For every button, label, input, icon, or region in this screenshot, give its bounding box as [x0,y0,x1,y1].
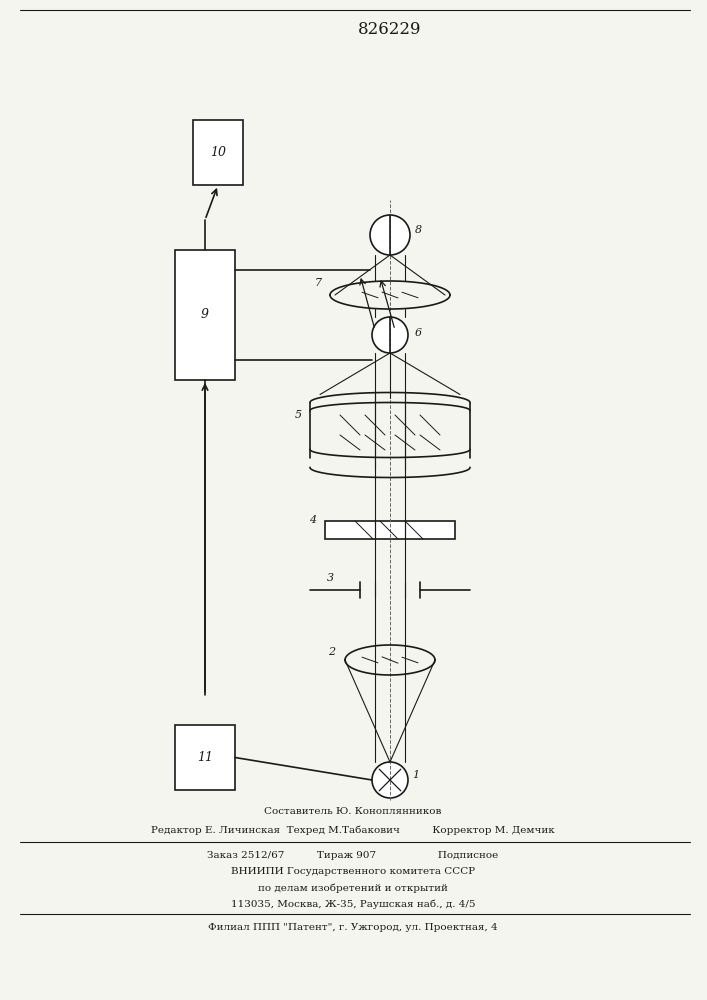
Text: Редактор Е. Личинская  Техред М.Табакович          Корректор М. Демчик: Редактор Е. Личинская Техред М.Табакович… [151,825,555,835]
Text: ВНИИПИ Государственного комитета СССР: ВНИИПИ Государственного комитета СССР [231,867,475,876]
Text: 5: 5 [294,410,302,420]
Text: 11: 11 [197,751,213,764]
Text: 2: 2 [328,647,335,657]
Text: 9: 9 [201,308,209,322]
Circle shape [370,215,410,255]
Text: 3: 3 [327,573,334,583]
Circle shape [372,762,408,798]
Text: 1: 1 [412,770,419,780]
Circle shape [372,317,408,353]
Text: 6: 6 [414,328,421,338]
Text: 4: 4 [310,515,317,525]
Text: 7: 7 [315,278,322,288]
Text: 8: 8 [414,225,421,235]
Text: 113035, Москва, Ж-35, Раушская наб., д. 4/5: 113035, Москва, Ж-35, Раушская наб., д. … [230,899,475,909]
Bar [175,725,235,790]
Text: 10: 10 [210,146,226,159]
Text: по делам изобретений и открытий: по делам изобретений и открытий [258,883,448,893]
Text: Заказ 2512/67          Тираж 907                   Подписное: Заказ 2512/67 Тираж 907 Подписное [207,852,498,860]
Bar [175,250,235,380]
Text: Филиал ППП "Патент", г. Ужгород, ул. Проектная, 4: Филиал ППП "Патент", г. Ужгород, ул. Про… [208,924,498,932]
Bar [325,521,455,539]
Text: 826229: 826229 [358,21,422,38]
Text: Составитель Ю. Коноплянников: Составитель Ю. Коноплянников [264,808,442,816]
Bar [193,120,243,185]
